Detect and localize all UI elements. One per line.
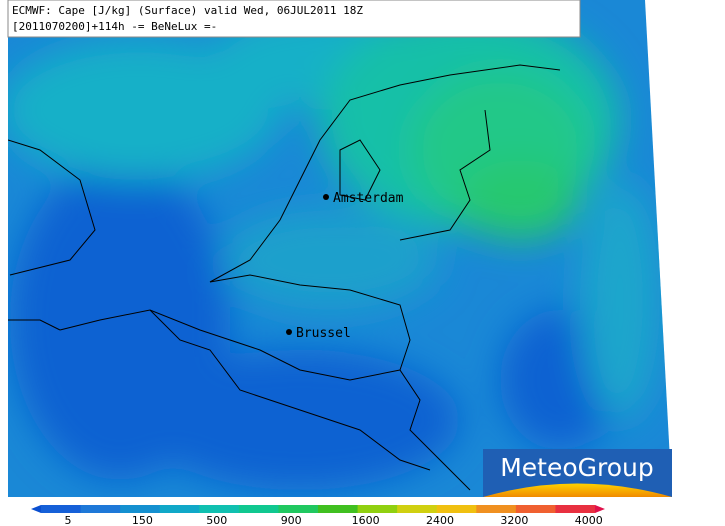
legend-label: 900 <box>281 514 302 526</box>
legend-swatch <box>318 505 359 513</box>
legend-label: 150 <box>132 514 153 526</box>
header-box <box>7 0 581 38</box>
legend-label: 3200 <box>500 514 528 526</box>
cape-field <box>8 0 672 497</box>
legend-swatch <box>31 505 41 513</box>
legend-label: 4000 <box>575 514 603 526</box>
legend-label: 5 <box>65 514 72 526</box>
color-legend: 5 150 500 900 1600 2400 3200 4000 <box>31 505 605 526</box>
logo-arc <box>483 483 672 497</box>
header-line: [2011070200]+114h -= BeNeLux =- <box>12 20 217 33</box>
city-label: Brussel <box>296 326 351 341</box>
legend-label: 500 <box>206 514 227 526</box>
legend-swatch <box>159 505 200 513</box>
city-dot <box>286 329 292 335</box>
legend-swatch <box>120 505 161 513</box>
legend-swatch <box>595 505 605 513</box>
header-line: ECMWF: Cape [J/kg] (Surface) valid Wed, … <box>12 4 363 17</box>
city-label: Amsterdam <box>333 191 404 206</box>
legend-swatch <box>476 505 517 513</box>
legend-label: 1600 <box>352 514 380 526</box>
legend-swatch <box>357 505 398 513</box>
city-dot <box>323 194 329 200</box>
legend-swatch <box>397 505 438 513</box>
legend-swatch <box>238 505 279 513</box>
logo-text: MeteoGroup <box>500 453 654 482</box>
legend-swatch <box>80 505 121 513</box>
legend-swatch <box>436 505 477 513</box>
logo: MeteoGroup <box>483 449 672 497</box>
legend-label: 2400 <box>426 514 454 526</box>
legend-swatch <box>278 505 319 513</box>
legend-swatch <box>555 505 596 513</box>
legend-swatch <box>515 505 556 513</box>
legend-swatch <box>199 505 240 513</box>
legend-swatch <box>41 505 82 513</box>
